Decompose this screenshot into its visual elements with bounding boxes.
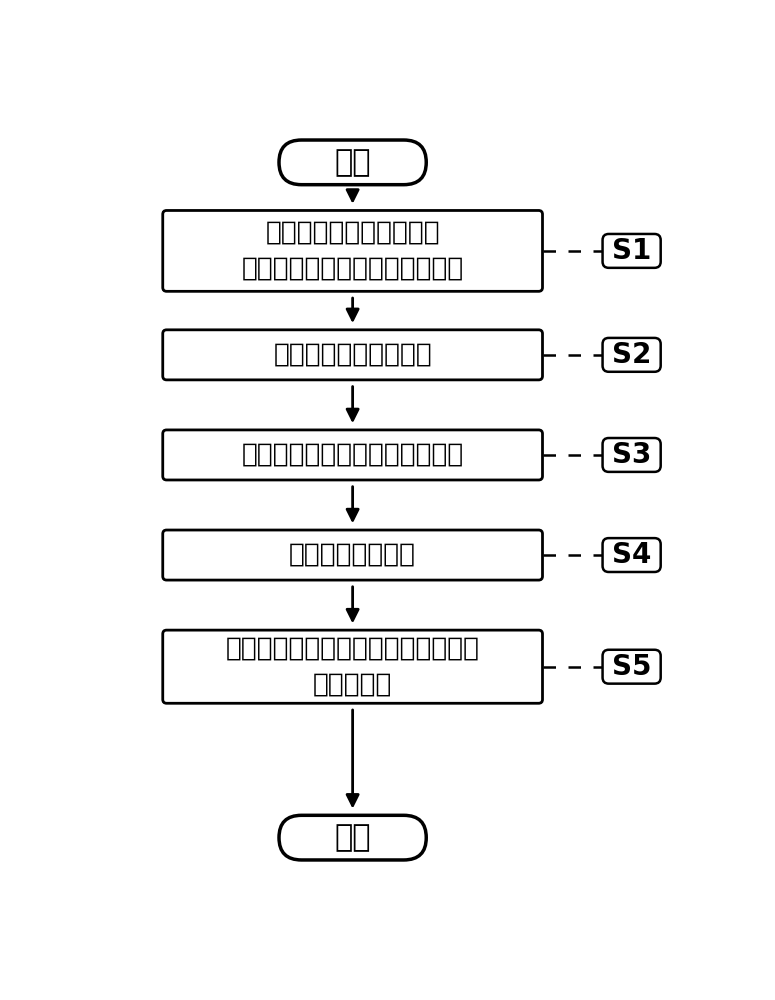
FancyBboxPatch shape <box>603 650 660 684</box>
FancyBboxPatch shape <box>279 815 426 860</box>
FancyBboxPatch shape <box>279 140 426 185</box>
Text: 对多源信号进行预处理: 对多源信号进行预处理 <box>274 342 432 368</box>
Text: S2: S2 <box>612 341 651 369</box>
FancyBboxPatch shape <box>603 438 660 472</box>
Text: 应用多源信号数据对模型进行训练得
到最终模型: 应用多源信号数据对模型进行训练得 到最终模型 <box>226 636 480 698</box>
Text: 对分类器进行优化: 对分类器进行优化 <box>289 542 416 568</box>
FancyBboxPatch shape <box>163 530 542 580</box>
FancyBboxPatch shape <box>603 538 660 572</box>
FancyBboxPatch shape <box>603 234 660 268</box>
FancyBboxPatch shape <box>163 430 542 480</box>
FancyBboxPatch shape <box>163 210 542 291</box>
Text: 收集来自多个传感器信号
（包括同类型或不同类型信号）: 收集来自多个传感器信号 （包括同类型或不同类型信号） <box>242 220 463 282</box>
FancyBboxPatch shape <box>163 330 542 380</box>
FancyBboxPatch shape <box>163 630 542 703</box>
Text: S3: S3 <box>612 441 651 469</box>
Text: 开始: 开始 <box>334 148 371 177</box>
Text: 结束: 结束 <box>334 823 371 852</box>
Text: S1: S1 <box>612 237 651 265</box>
Text: S5: S5 <box>612 653 651 681</box>
Text: S4: S4 <box>612 541 651 569</box>
Text: 基于深度学习建立特征提取网络: 基于深度学习建立特征提取网络 <box>242 442 463 468</box>
FancyBboxPatch shape <box>603 338 660 372</box>
